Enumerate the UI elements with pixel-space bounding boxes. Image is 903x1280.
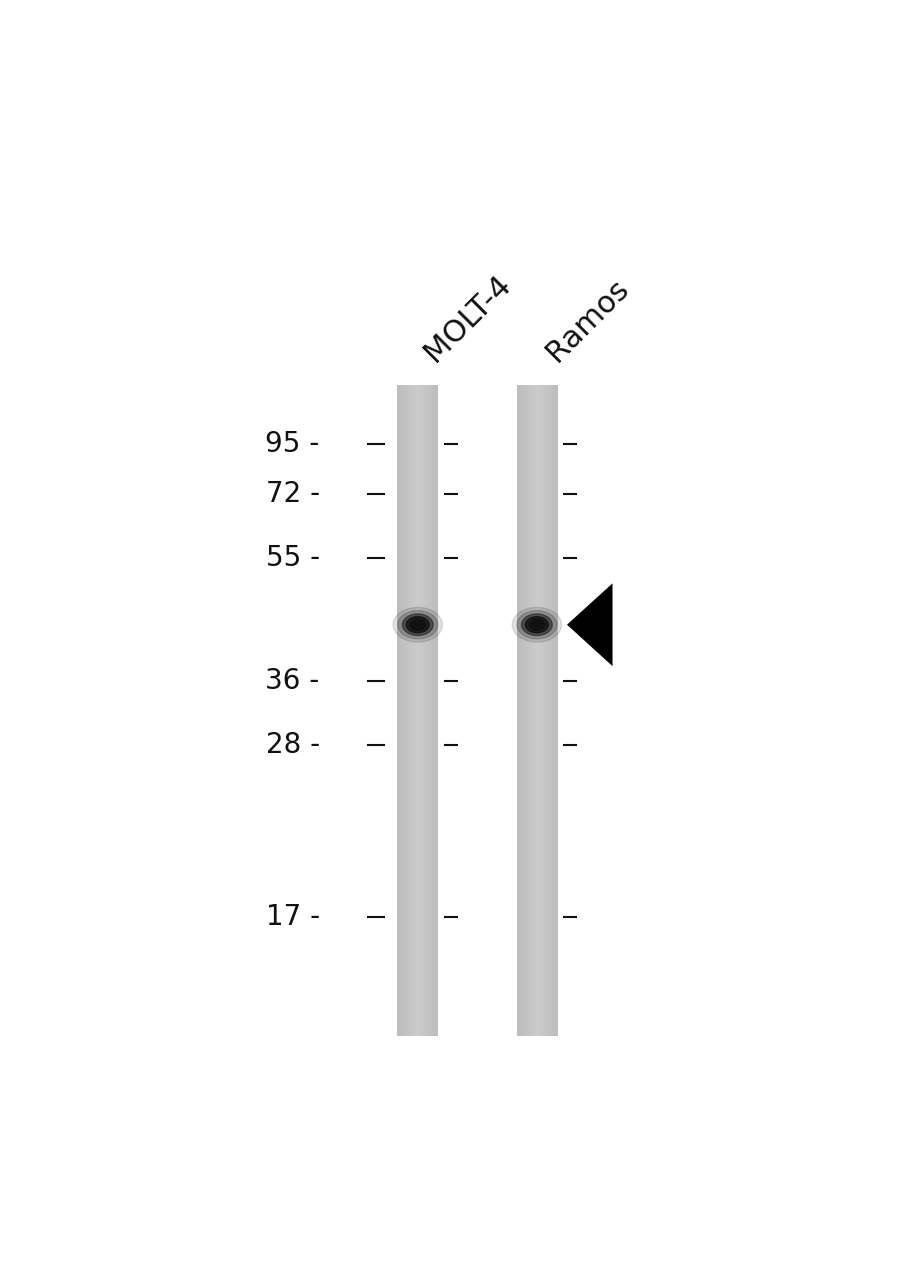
Ellipse shape (402, 614, 433, 636)
Text: MOLT-4: MOLT-4 (419, 270, 517, 367)
Ellipse shape (397, 611, 437, 639)
Ellipse shape (512, 608, 561, 643)
Text: Ramos: Ramos (540, 274, 633, 367)
Text: 36 -: 36 - (265, 667, 320, 695)
Ellipse shape (525, 617, 548, 632)
Ellipse shape (528, 620, 544, 630)
Text: 95 -: 95 - (265, 430, 320, 458)
Ellipse shape (410, 620, 425, 630)
Ellipse shape (405, 617, 429, 632)
Ellipse shape (517, 611, 556, 639)
Text: 55 -: 55 - (265, 544, 320, 572)
Polygon shape (566, 584, 612, 666)
Text: 28 -: 28 - (265, 731, 320, 759)
Ellipse shape (521, 614, 552, 636)
Ellipse shape (393, 608, 442, 643)
Text: 72 -: 72 - (265, 480, 320, 508)
Text: 17 -: 17 - (265, 904, 320, 932)
